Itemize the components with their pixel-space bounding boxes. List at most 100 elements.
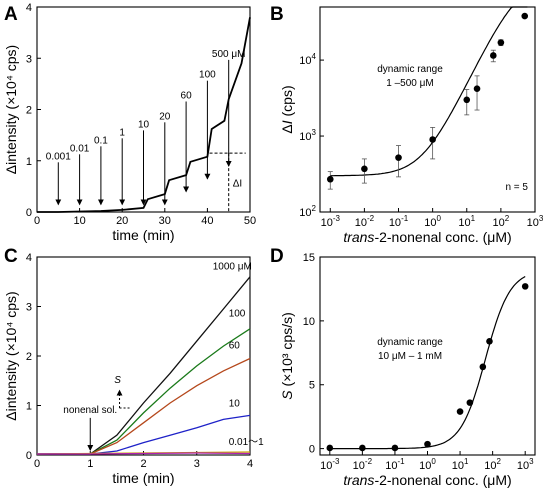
x-tick-label: 10-2 [355,214,375,229]
panel-letter-c: C [4,246,18,267]
x-tick-label: 100 [424,214,441,229]
series-label: 60 [229,341,241,352]
y-tick-label: 10 [303,316,315,328]
y-tick-label: 15 [303,252,315,264]
series-line [37,276,251,455]
data-point [479,363,487,371]
y-axis-label: Δintensity (×10⁴ cps) [3,291,19,420]
y-tick-label: 1 [26,401,32,413]
panel-c: 0 1 2 3 4 0 1 2 3 4 time (min) Δintensity (×10⁴ cps… [3,252,264,486]
data-point [359,444,366,452]
x-axis-label: trans-2-nonenal conc. (μM) [343,229,511,245]
injection-label: 100 [199,70,216,81]
y-tick-label: 102 [299,204,316,219]
x-tick-label: 10-3 [321,214,341,229]
x-tick-label: 103 [517,457,534,472]
x-tick-label: 103 [527,214,544,229]
x-tick-label: 50 [244,215,256,227]
panel-d: 10-3 10-2 10-1 100 101 102 103 0 5 10 15 trans-2-no… [279,252,536,488]
y-tick-label: 104 [299,52,316,67]
y-tick-label: 5 [309,380,315,392]
data-point [466,399,474,406]
y-tick-label: 4 [26,2,32,14]
dynamic-range-value: 1 –500 μM [386,78,433,89]
y-tick-label: 3 [26,302,32,314]
dynamic-range-title: dynamic range [377,337,443,348]
data-point [521,283,529,290]
data-point [391,444,399,452]
data-point [490,52,497,59]
delta-i-label: ΔI [233,179,242,190]
data-point [429,136,436,143]
y-axis-label: Δintensity (×10⁴ cps) [3,45,19,174]
x-tick-label: 10-1 [389,214,409,229]
x-tick-label: 1 [87,458,93,470]
data-point [521,12,529,20]
x-tick-label: 101 [452,457,469,472]
injection-label: 1 [119,127,125,138]
panel-letter-d: D [270,246,284,267]
fit-curve [330,6,528,177]
x-axis-label: time (min) [112,227,174,243]
data-trace [37,17,251,213]
injection-label: 20 [159,111,171,122]
y-axis-label: ΔI (cps) [279,85,295,133]
y-tick-label: 0 [26,207,32,219]
dynamic-range-value: 10 μM – 1 mM [378,351,442,362]
panel-letter-a: A [4,4,18,25]
series-label: 1000 μM [213,261,252,272]
injection-label: 0.001 [46,151,71,162]
panel-letter-b: B [270,4,284,25]
x-axis-label: time (min) [112,470,174,486]
data-point [326,175,334,183]
series-label: 100 [229,308,246,319]
x-tick-label: 20 [116,215,128,227]
plot-frame-c [36,256,251,456]
x-tick-label: 10-3 [320,457,340,472]
y-tick-label: 0 [26,450,32,462]
data-point [326,444,334,452]
series-line [37,328,251,455]
x-tick-label: 10-2 [353,457,373,472]
panel-a: 0 10 20 30 40 50 0 1 2 3 4 time (min) Δintensity (×1… [3,2,256,243]
series-line [37,357,251,455]
x-tick-label: 10 [73,215,85,227]
y-tick-label: 0 [309,444,315,456]
x-tick-label: 10-1 [385,457,405,472]
x-tick-label: 0 [34,458,40,470]
slope-label: S [114,375,121,386]
n-label: n = 5 [505,182,528,193]
data-point [424,440,431,448]
series-label: 10 [229,398,241,409]
x-axis-label: trans-2-nonenal conc. (μM) [343,472,511,488]
injection-label: nonenal sol. [63,405,117,416]
y-tick-label: 103 [299,128,316,143]
x-tick-label: 40 [201,215,213,227]
x-tick-label: 3 [194,458,200,470]
injection-label: 500 μM [212,49,246,60]
fit-curve [329,275,526,450]
x-tick-label: 30 [159,215,171,227]
data-point [473,85,481,93]
data-point [497,39,505,46]
y-tick-label: 2 [26,351,32,363]
injection-label: 10 [138,119,150,130]
y-axis-label: S (×10³ cps/s) [279,312,295,400]
series-label: 0.01～1 [229,437,264,448]
y-tick-label: 4 [26,252,32,264]
injection-label: 60 [181,91,193,102]
y-tick-label: 2 [26,105,32,117]
x-tick-label: 2 [140,458,146,470]
data-point [486,338,493,345]
dynamic-range-title: dynamic range [377,64,443,75]
data-point [463,96,471,104]
y-tick-label: 3 [26,53,32,65]
series-line [37,414,251,455]
x-tick-label: 102 [493,214,510,229]
x-tick-label: 100 [419,457,436,472]
data-point [456,408,464,415]
data-point [395,154,402,161]
data-point [361,165,368,173]
x-tick-label: 0 [34,215,40,227]
